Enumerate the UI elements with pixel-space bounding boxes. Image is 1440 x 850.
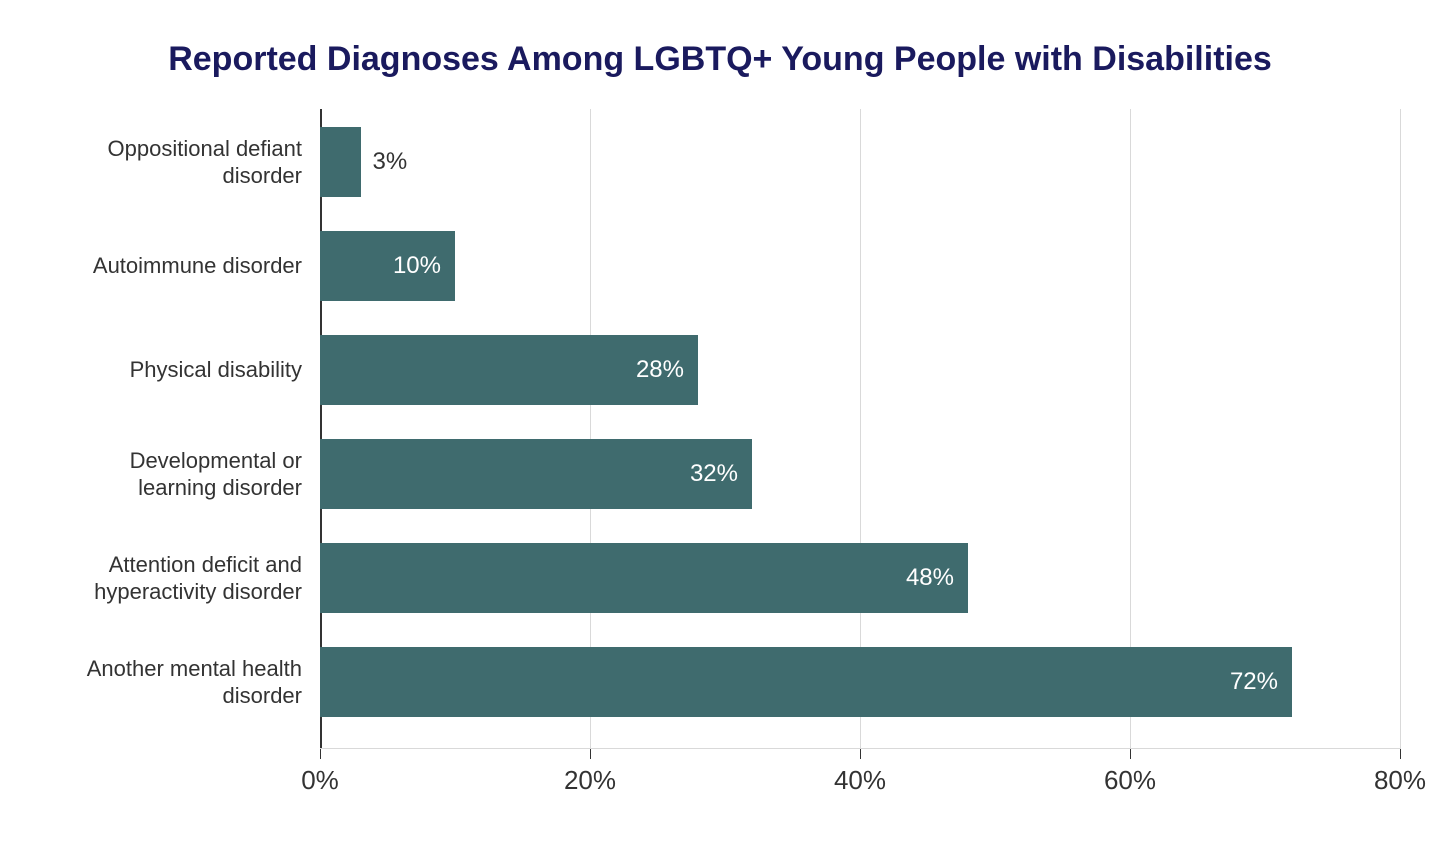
bar-value-label: 32%	[690, 460, 738, 488]
x-tick-label: 20%	[564, 765, 616, 796]
x-tick	[590, 749, 591, 759]
bar	[320, 647, 1292, 717]
category-label: Oppositional defiant disorder	[72, 127, 302, 197]
bar-value-label: 3%	[373, 148, 408, 176]
x-tick-label: 40%	[834, 765, 886, 796]
plot-area: 0%20%40%60%80%Oppositional defiant disor…	[320, 109, 1400, 749]
x-tick	[1130, 749, 1131, 759]
bar-value-label: 10%	[393, 252, 441, 280]
category-label: Autoimmune disorder	[72, 231, 302, 301]
category-label: Physical disability	[72, 335, 302, 405]
chart-title: Reported Diagnoses Among LGBTQ+ Young Pe…	[60, 40, 1380, 79]
chart-container: Reported Diagnoses Among LGBTQ+ Young Pe…	[0, 0, 1440, 850]
x-tick-label: 80%	[1374, 765, 1426, 796]
gridline	[1400, 109, 1401, 749]
category-label: Attention deficit and hyperactivity diso…	[72, 543, 302, 613]
bar-value-label: 28%	[636, 356, 684, 384]
x-tick	[1400, 749, 1401, 759]
category-label: Another mental health disorder	[72, 647, 302, 717]
bar	[320, 439, 752, 509]
x-tick-label: 0%	[301, 765, 339, 796]
plot-wrapper: 0%20%40%60%80%Oppositional defiant disor…	[60, 109, 1380, 819]
x-tick	[320, 749, 321, 759]
x-axis-line	[320, 748, 1400, 749]
category-label: Developmental or learning disorder	[72, 439, 302, 509]
x-tick	[860, 749, 861, 759]
bar	[320, 127, 361, 197]
bar	[320, 543, 968, 613]
bar-value-label: 48%	[906, 564, 954, 592]
x-tick-label: 60%	[1104, 765, 1156, 796]
bar-value-label: 72%	[1230, 668, 1278, 696]
